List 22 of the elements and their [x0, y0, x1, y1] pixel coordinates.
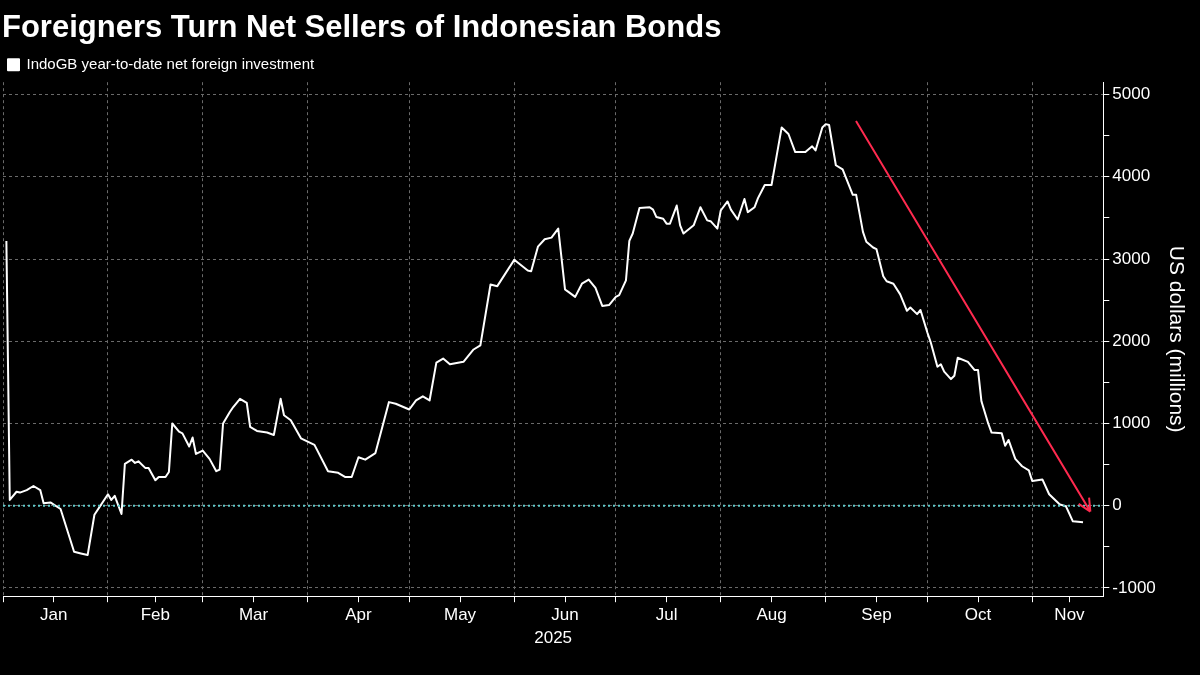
x-tick-label: May [443, 605, 477, 625]
x-tick-label: Jul [655, 605, 678, 625]
x-tick-label: Oct [964, 605, 992, 625]
y-tick-label: 4000 [1112, 166, 1151, 186]
y-tick-label: -1000 [1112, 577, 1156, 597]
y-tick-label: 2000 [1112, 330, 1151, 350]
x-tick-label: Sep [861, 605, 892, 625]
x-tick-label: Aug [756, 605, 787, 625]
x-tick-label: Jun [551, 605, 579, 625]
y-tick-label: 5000 [1112, 84, 1151, 104]
legend-label: IndoGB year-to-date net foreign investment [26, 54, 315, 72]
x-tick-label: Feb [140, 605, 170, 625]
y-axis-title: US dollars (millions) [1165, 245, 1189, 433]
x-tick-label: Apr [345, 605, 373, 625]
x-tick-label: Jan [40, 605, 68, 625]
x-tick-label: Mar [238, 605, 269, 625]
y-tick-label: 3000 [1112, 248, 1151, 268]
y-tick-label: 0 [1112, 495, 1122, 515]
y-tick-label: 1000 [1112, 413, 1151, 433]
x-tick-label: Nov [1054, 605, 1086, 625]
x-axis-title: 2025 [534, 628, 573, 648]
chart-title: Foreigners Turn Net Sellers of Indonesian Bonds [2, 9, 722, 45]
